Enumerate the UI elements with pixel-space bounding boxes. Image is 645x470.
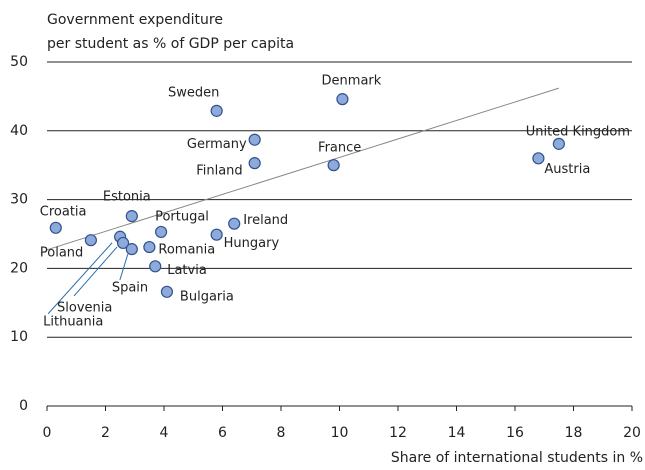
- leader-line: [73, 246, 118, 297]
- x-tick-label: 0: [43, 425, 52, 441]
- point: [154, 225, 168, 239]
- leader-line: [47, 242, 113, 315]
- point-label: Spain: [112, 281, 148, 296]
- point: [248, 157, 261, 170]
- y-tick-label: 40: [10, 123, 28, 139]
- point: [125, 210, 138, 223]
- point: [228, 217, 241, 230]
- point-label: Estonia: [103, 190, 151, 205]
- point-label: Romania: [158, 243, 215, 258]
- point-label: Austria: [544, 162, 590, 177]
- point-label: Denmark: [322, 74, 382, 89]
- point: [143, 240, 156, 254]
- x-tick-label: 4: [160, 425, 169, 441]
- point: [84, 234, 97, 247]
- point: [116, 236, 130, 250]
- leader-line: [119, 253, 129, 281]
- point: [210, 228, 223, 241]
- point: [160, 285, 174, 298]
- point-label: United Kingdom: [526, 124, 630, 139]
- point: [336, 93, 349, 106]
- point-label: Finland: [196, 164, 242, 179]
- x-tick-label: 8: [277, 425, 286, 441]
- x-tick-label: 14: [448, 425, 466, 441]
- x-tick-label: 18: [565, 425, 583, 441]
- point: [327, 159, 340, 172]
- point: [532, 152, 545, 165]
- point-label: Slovenia: [57, 300, 112, 315]
- point-label: France: [318, 141, 361, 156]
- x-tick-label: 20: [623, 425, 641, 441]
- y-tick-label: 10: [10, 329, 28, 345]
- point: [248, 133, 261, 146]
- point: [210, 104, 223, 117]
- point-label: Poland: [40, 246, 83, 261]
- point-label: Croatia: [40, 204, 87, 219]
- x-tick-label: 6: [218, 425, 227, 441]
- y-axis-label: Government expenditure: [47, 12, 223, 28]
- point: [49, 221, 62, 234]
- x-tick-label: 2: [101, 425, 110, 441]
- y-tick-label: 50: [10, 54, 28, 70]
- y-tick-label: 30: [10, 192, 28, 208]
- point: [125, 243, 138, 256]
- trendline: [46, 87, 560, 251]
- point-label: Latvia: [167, 263, 207, 278]
- point-label: Germany: [187, 137, 247, 152]
- y-tick-label: 0: [19, 398, 28, 414]
- point: [149, 260, 162, 273]
- point-label: Portugal: [155, 209, 209, 224]
- point-label: Ireland: [243, 213, 288, 228]
- x-tick-label: 16: [506, 425, 524, 441]
- point-label: Sweden: [168, 85, 219, 100]
- point: [552, 137, 565, 150]
- point-label: Lithuania: [43, 314, 103, 329]
- y-tick-label: 20: [10, 260, 28, 276]
- x-tick-label: 12: [389, 425, 407, 441]
- point-label: Hungary: [224, 236, 280, 251]
- point-label: Bulgaria: [180, 289, 234, 304]
- x-axis-label: Share of international students in %: [391, 450, 643, 466]
- y-axis-label: per student as % of GDP per capita: [47, 36, 294, 52]
- x-tick-label: 10: [331, 425, 349, 441]
